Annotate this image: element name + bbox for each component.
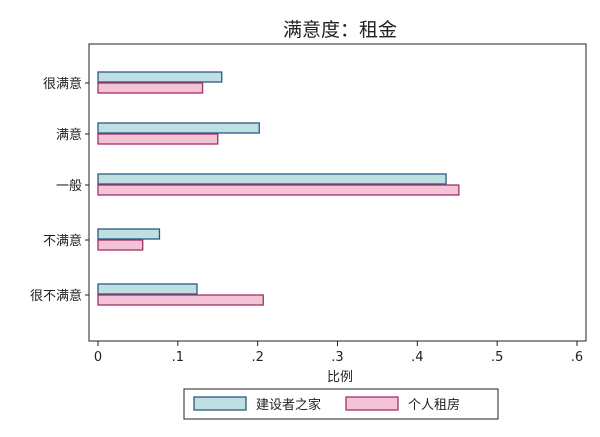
x-tick-label: 0 [94,350,102,365]
bar-series1-1 [97,122,260,134]
legend-label-1: 建设者之家 [256,397,321,413]
x-tick-label: .5 [491,350,503,365]
legend-label-2: 个人租房 [408,397,460,413]
bar-series1-4 [97,283,198,295]
bar-series2-0 [97,82,204,94]
x-axis: 0 .1 .2 .3 .4 .5 .6 [94,341,583,365]
bar-series1-3 [97,228,161,240]
bar-series1-0 [97,71,223,83]
bar-series2-4 [97,294,264,306]
x-tick-label: .4 [411,350,423,365]
y-tick-label: 很满意 [43,76,82,92]
x-tick-label: .6 [571,350,583,365]
bars-group [97,71,460,306]
y-tick-label: 很不满意 [30,288,82,304]
bar-series2-3 [97,239,144,251]
bar-series2-1 [97,133,219,145]
x-tick-label: .1 [172,350,184,365]
y-tick-label: 一般 [56,178,82,194]
x-tick-label: .3 [331,350,343,365]
legend: 建设者之家 个人租房 [183,388,499,420]
x-axis-label: 比例 [327,370,353,385]
y-tick-label: 不满意 [43,233,82,249]
x-tick-label: .2 [251,350,263,365]
y-tick-label: 满意 [56,127,82,143]
chart-title: 满意度：租金 [283,19,397,41]
legend-swatch-1 [193,396,247,411]
bar-series1-2 [97,173,447,185]
legend-swatch-2 [345,396,399,411]
bar-series2-2 [97,184,460,196]
